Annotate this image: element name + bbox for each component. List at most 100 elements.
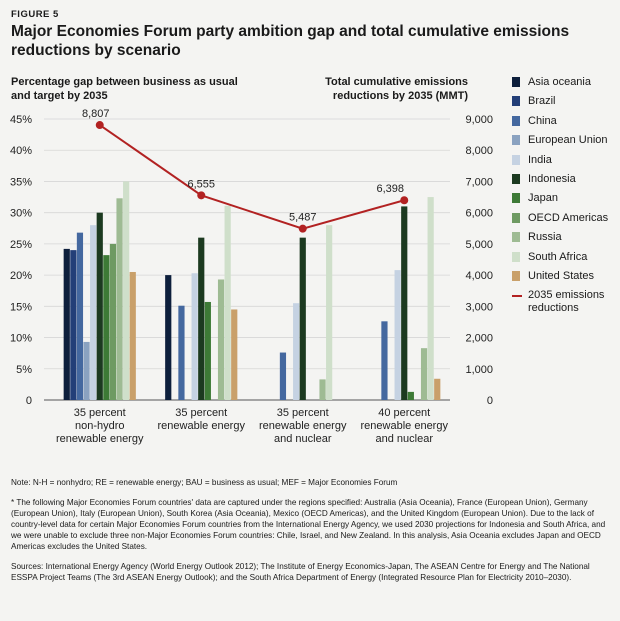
bar	[198, 237, 205, 400]
emissions-point	[95, 121, 104, 130]
emissions-label: 6,398	[376, 183, 404, 195]
legend-label: European Union	[528, 134, 608, 147]
legend-item: Russia	[512, 231, 608, 250]
emissions-line	[99, 124, 405, 230]
bar	[224, 205, 231, 400]
bar	[293, 303, 300, 400]
legend-swatch	[512, 173, 520, 184]
bar	[299, 237, 306, 400]
bar	[326, 225, 333, 400]
category-label: 40 percent	[378, 407, 430, 419]
figure-label: FIGURE 5	[11, 9, 59, 20]
legend-label: Russia	[528, 231, 562, 244]
legend-swatch	[512, 135, 520, 146]
bar	[123, 181, 130, 400]
emissions-point	[298, 224, 307, 233]
legend-swatch	[512, 232, 520, 243]
notes: Note: N-H = nonhydro; RE = renewable ene…	[11, 477, 611, 592]
y2-tick-label: 8,000	[465, 145, 493, 157]
category-label: renewable energy	[259, 420, 347, 432]
y2-tick-label: 3,000	[465, 301, 493, 313]
legend-swatch	[512, 251, 520, 262]
emissions-label: 5,487	[289, 212, 317, 224]
legend-item: Japan	[512, 192, 608, 211]
bar	[407, 391, 414, 400]
y2-tick-label: 7,000	[465, 176, 493, 188]
y2-tick-label: 5,000	[465, 239, 493, 251]
bar	[103, 255, 110, 400]
bar	[109, 243, 117, 400]
legend-item: Brazil	[512, 95, 608, 114]
bar	[191, 273, 198, 400]
category-label: renewable energy	[158, 420, 246, 432]
bar	[165, 275, 172, 400]
y-tick-label: 0	[26, 395, 32, 407]
legend-line-swatch	[512, 295, 522, 298]
footnote-text: * The following Major Economies Forum co…	[11, 498, 606, 551]
bar	[231, 309, 238, 400]
chart-svg: 0 5% 10% 15% 20% 25% 30% 35% 40% 45% 0 1,000 2,000 3,…	[10, 108, 493, 445]
legend-label: 2035 emissions reductions	[528, 289, 605, 315]
bar	[63, 248, 70, 400]
sources-text: Sources: International Energy Agency (Wo…	[11, 562, 590, 582]
right-axis-title: Total cumulative emissions reductions by…	[325, 76, 468, 102]
bar	[116, 198, 123, 400]
y-tick-label: 25%	[10, 239, 32, 251]
category-label: non-hydro	[75, 420, 125, 432]
y-tick-label: 15%	[10, 301, 32, 313]
note-text: Note: N-H = nonhydro; RE = renewable ene…	[11, 478, 398, 487]
bar	[90, 225, 97, 400]
legend-item: Asia oceania	[512, 76, 608, 95]
y-tick-label: 40%	[10, 145, 32, 157]
bar	[381, 321, 388, 400]
y-tick-label: 35%	[10, 176, 32, 188]
y-tick-label: 10%	[10, 333, 32, 345]
bar	[420, 348, 428, 400]
bar	[434, 378, 441, 400]
bar	[279, 352, 287, 400]
legend-label: South Africa	[528, 250, 588, 263]
bar	[394, 270, 401, 400]
legend-item: European Union	[512, 134, 608, 153]
y2-tick-label: 2,000	[465, 333, 493, 345]
emissions-label: 8,807	[82, 108, 110, 120]
y-tick-label: 30%	[10, 208, 32, 220]
legend-label: Indonesia	[528, 172, 576, 185]
y2-tick-label: 6,000	[465, 208, 493, 220]
legend-label: Brazil	[528, 95, 556, 108]
bar	[70, 250, 77, 400]
legend-item: Indonesia	[512, 173, 608, 192]
legend-item: OECD Americas	[512, 212, 608, 231]
category-label: and nuclear	[376, 433, 434, 445]
category-label: renewable energy	[361, 420, 449, 432]
bar	[83, 341, 90, 400]
legend-label: China	[528, 114, 557, 127]
legend-item: China	[512, 115, 608, 134]
chart-title: Major Economies Forum party ambition gap…	[11, 23, 570, 59]
category-label: 35 percent	[74, 407, 126, 419]
category-label: renewable energy	[56, 433, 144, 445]
y-tick-label: 45%	[10, 114, 32, 126]
legend-swatch	[512, 77, 520, 87]
legend-label: United States	[528, 269, 595, 282]
legend-swatch	[512, 212, 520, 223]
bar	[76, 232, 84, 400]
emissions-label: 6,555	[187, 178, 215, 190]
y2-tick-label: 9,000	[465, 114, 493, 126]
legend-swatch	[512, 154, 520, 165]
legend-swatch	[512, 96, 520, 107]
y2-tick-label: 0	[487, 395, 493, 407]
bar	[427, 197, 434, 400]
legend-item-line: 2035 emissions reductions	[512, 289, 608, 315]
legend-item: United States	[512, 270, 608, 289]
legend-swatch	[512, 115, 520, 126]
bar	[96, 212, 103, 400]
y-tick-label: 20%	[10, 270, 32, 282]
y-tick-label: 5%	[16, 364, 32, 376]
legend-label: Asia oceania	[528, 76, 591, 88]
emissions-point	[400, 196, 409, 205]
legend-item: South Africa	[512, 251, 608, 270]
y2-tick-label: 4,000	[465, 270, 493, 282]
category-label: 35 percent	[277, 407, 329, 419]
bar	[178, 305, 185, 400]
